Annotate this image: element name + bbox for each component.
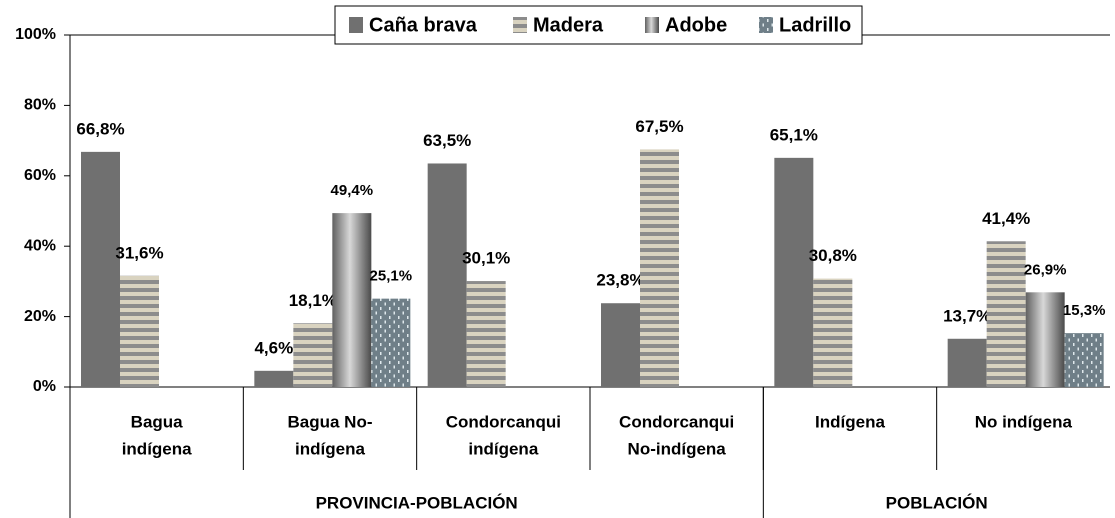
bar bbox=[601, 303, 640, 387]
data-label: 41,4% bbox=[982, 209, 1030, 228]
y-tick-label: 0% bbox=[33, 378, 56, 395]
x-tick-label: No-indígena bbox=[628, 439, 727, 458]
bar bbox=[813, 278, 853, 387]
bar bbox=[293, 323, 333, 387]
y-tick-label: 100% bbox=[15, 26, 56, 43]
data-label: 25,1% bbox=[370, 268, 413, 285]
bar bbox=[120, 275, 159, 387]
x-tick-label: Condorcanqui bbox=[619, 412, 734, 431]
bar bbox=[427, 163, 467, 387]
x-tick-label: indígena bbox=[468, 439, 538, 458]
bar bbox=[1025, 292, 1065, 387]
y-tick-label: 60% bbox=[24, 167, 56, 184]
y-tick-label: 20% bbox=[24, 308, 56, 325]
x-tick-label: Condorcanqui bbox=[446, 412, 561, 431]
bar bbox=[1064, 333, 1104, 387]
data-label: 63,5% bbox=[423, 131, 471, 150]
x-tick-label: Indígena bbox=[815, 412, 885, 431]
data-label: 30,1% bbox=[462, 249, 510, 268]
legend-label: Caña brava bbox=[369, 14, 478, 36]
legend-swatch bbox=[645, 17, 659, 33]
data-label: 4,6% bbox=[254, 338, 293, 357]
group-label: POBLACIÓN bbox=[886, 493, 988, 512]
legend-swatch bbox=[759, 17, 773, 33]
x-tick-label: indígena bbox=[295, 439, 365, 458]
x-tick-label: Bagua No- bbox=[288, 412, 373, 431]
legend-label: Adobe bbox=[665, 14, 727, 36]
legend-label: Madera bbox=[533, 14, 604, 36]
data-label: 18,1% bbox=[289, 291, 337, 310]
legend-swatch bbox=[349, 17, 363, 33]
bar bbox=[371, 298, 411, 387]
data-label: 31,6% bbox=[115, 243, 163, 262]
x-tick-label: No indígena bbox=[975, 412, 1073, 431]
y-tick-label: 40% bbox=[24, 237, 56, 254]
bar bbox=[774, 157, 814, 387]
bar bbox=[81, 151, 120, 387]
bar bbox=[332, 213, 372, 387]
data-label: 66,8% bbox=[76, 119, 124, 138]
data-label: 65,1% bbox=[770, 125, 818, 144]
data-label: 26,9% bbox=[1024, 261, 1067, 278]
legend-label: Ladrillo bbox=[779, 14, 851, 36]
data-label: 15,3% bbox=[1063, 302, 1106, 319]
x-tick-label: indígena bbox=[122, 439, 192, 458]
group-label: PROVINCIA-POBLACIÓN bbox=[316, 493, 518, 512]
y-tick-label: 80% bbox=[24, 97, 56, 114]
bar bbox=[254, 370, 294, 387]
legend-box bbox=[334, 5, 863, 45]
bar bbox=[640, 149, 679, 387]
bar bbox=[986, 241, 1026, 387]
x-tick-label: Bagua bbox=[131, 412, 184, 431]
data-label: 49,4% bbox=[331, 182, 374, 199]
data-label: 30,8% bbox=[809, 246, 857, 265]
bar bbox=[466, 281, 506, 387]
bar bbox=[947, 338, 987, 387]
legend-swatch bbox=[513, 17, 527, 33]
data-label: 67,5% bbox=[635, 117, 683, 136]
data-label: 13,7% bbox=[943, 306, 991, 325]
data-label: 23,8% bbox=[596, 271, 644, 290]
